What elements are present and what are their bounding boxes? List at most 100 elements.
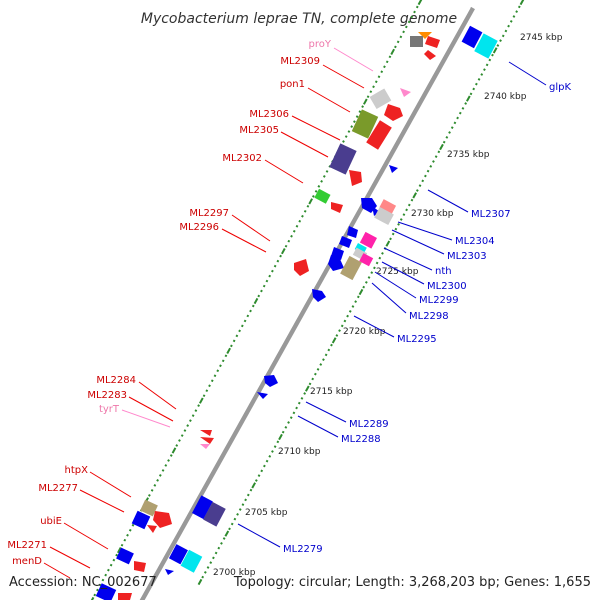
gene-label-ML2302[interactable]: ML2302 [222, 153, 262, 164]
feature-blue[interactable] [168, 544, 188, 565]
feature-blue[interactable] [347, 226, 358, 238]
gene-label-ML2295[interactable]: ML2295 [397, 334, 437, 345]
feature-magenta[interactable] [359, 231, 377, 249]
gene-label-ML2309[interactable]: ML2309 [280, 56, 320, 67]
scale-tick [209, 561, 213, 565]
feature-blue[interactable] [461, 25, 483, 49]
connector-ML2304 [397, 221, 453, 241]
gene-label-ML2288[interactable]: ML2288 [341, 434, 381, 445]
feature-purple[interactable] [329, 143, 357, 175]
feature-red[interactable] [134, 561, 146, 572]
feature-magenta[interactable] [359, 253, 374, 267]
gene-label-htpX[interactable]: htpX [65, 465, 89, 476]
feature-blue[interactable] [389, 165, 398, 173]
scale-tick [413, 10, 416, 14]
gene-label-ML2303[interactable]: ML2303 [447, 251, 487, 262]
gene-label-ML2300[interactable]: ML2300 [427, 281, 467, 292]
gene-label-ML2289[interactable]: ML2289 [349, 419, 389, 430]
feature-blue[interactable] [95, 583, 117, 600]
gene-label-ML2283[interactable]: ML2283 [87, 390, 127, 401]
feature-grey[interactable] [374, 206, 394, 226]
feature-green[interactable] [314, 188, 331, 204]
scale-tick [448, 131, 451, 134]
feature-orange[interactable] [418, 32, 432, 39]
feature-khaki[interactable] [140, 499, 158, 517]
feature-grey[interactable] [410, 36, 423, 47]
feature-red[interactable] [294, 259, 309, 276]
feature-blue[interactable] [372, 206, 380, 216]
feature-blue[interactable] [312, 289, 326, 302]
gene-label-ML2299[interactable]: ML2299 [419, 295, 459, 306]
gene-label-nth[interactable]: nth [435, 266, 452, 277]
scale-tick [197, 578, 203, 586]
scale-tick [319, 363, 323, 366]
scale-tick [355, 115, 359, 118]
scale-tick [344, 135, 348, 138]
gene-label-menD[interactable]: menD [12, 556, 42, 567]
scale-tick [483, 68, 486, 72]
gene-label-ML2304[interactable]: ML2304 [455, 236, 495, 247]
feature-blue[interactable] [257, 392, 268, 399]
scale-tick [402, 213, 406, 217]
gene-label-ubiE[interactable]: ubiE [40, 516, 62, 527]
feature-khaki[interactable] [340, 255, 362, 281]
scale-tick [183, 429, 187, 432]
map-title: Mycobacterium leprae TN, complete genome [141, 11, 457, 27]
connector-ML2295 [353, 315, 395, 338]
scale-tick [246, 493, 250, 497]
feature-blue[interactable] [192, 495, 213, 520]
gene-label-tyrT[interactable]: tyrT [99, 404, 120, 415]
feature-red[interactable] [200, 437, 214, 444]
gene-label-ML2277[interactable]: ML2277 [38, 483, 78, 494]
gene-label-ML2297[interactable]: ML2297 [189, 208, 229, 219]
gene-label-pon1[interactable]: pon1 [280, 79, 305, 90]
feature-cyan[interactable] [354, 243, 367, 254]
scale-tick [178, 439, 181, 442]
feature-red[interactable] [153, 511, 172, 528]
feature-blue[interactable] [116, 547, 134, 565]
gene-label-ML2296[interactable]: ML2296 [179, 222, 219, 233]
gene-label-ML2284[interactable]: ML2284 [96, 375, 136, 386]
gene-label-ML2271[interactable]: ML2271 [7, 540, 47, 551]
scale-tick [212, 556, 215, 560]
scale-tick [363, 98, 368, 105]
feature-blue[interactable] [264, 375, 278, 387]
gene-label-ML2306[interactable]: ML2306 [249, 109, 289, 120]
feature-salmon[interactable] [379, 199, 397, 214]
feature-grey[interactable] [369, 88, 392, 110]
feature-red[interactable] [366, 120, 392, 150]
feature-red[interactable] [349, 170, 362, 186]
gene-label-ML2279[interactable]: ML2279 [283, 544, 323, 555]
scale-tick [429, 164, 433, 168]
scale-tick [213, 374, 217, 378]
feature-red[interactable] [147, 525, 157, 533]
gene-label-glpK[interactable]: glpK [549, 82, 571, 93]
feature-cyan[interactable] [180, 549, 203, 573]
gene-label-ML2298[interactable]: ML2298 [409, 311, 449, 322]
feature-trna-tyrT[interactable] [200, 444, 210, 449]
gene-label-ML2307[interactable]: ML2307 [471, 209, 511, 220]
gene-label-ML2305[interactable]: ML2305 [239, 125, 279, 136]
scale-tick [347, 130, 351, 133]
feature-trna-proY[interactable] [400, 88, 411, 97]
scale-tick [238, 508, 242, 511]
scale-tick [128, 528, 132, 532]
accession-text: Accession: NC_002677 [9, 575, 157, 590]
gene-label-proY[interactable]: proY [309, 39, 332, 50]
feature-blue[interactable] [131, 510, 151, 530]
feature-olive[interactable] [351, 109, 379, 139]
feature-red[interactable] [118, 593, 132, 600]
feature-red[interactable] [425, 36, 440, 48]
feature-blue[interactable] [165, 569, 174, 575]
feature-purple[interactable] [203, 501, 226, 527]
scale-tick [189, 419, 192, 422]
feature-red[interactable] [384, 104, 403, 121]
feature-cyan[interactable] [474, 33, 498, 59]
feature-blue[interactable] [328, 255, 344, 271]
scale-tick [331, 337, 337, 344]
feature-red[interactable] [200, 430, 212, 436]
feature-red[interactable] [331, 202, 343, 213]
feature-red[interactable] [424, 50, 436, 60]
scale-tick [367, 276, 371, 279]
feature-blue[interactable] [339, 236, 352, 248]
